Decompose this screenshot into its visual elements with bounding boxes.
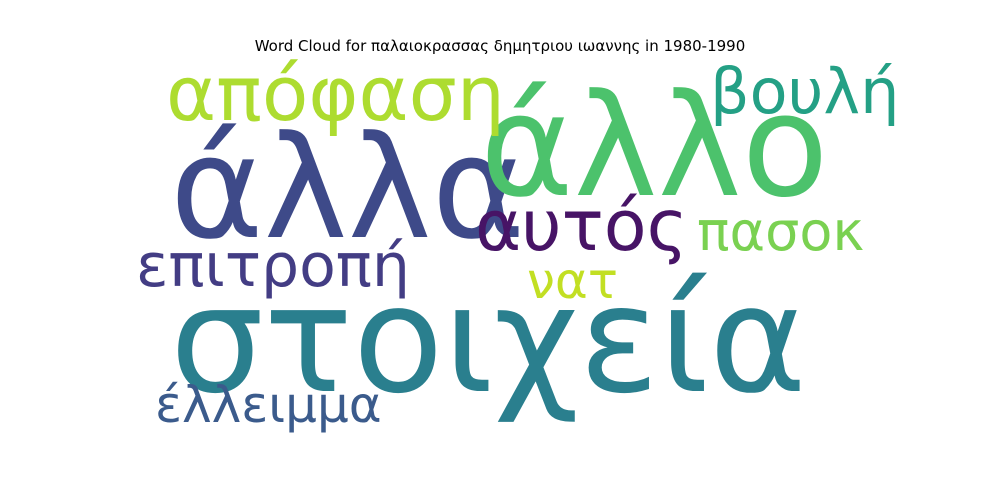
- word-alla: άλλα: [170, 106, 526, 271]
- word-aftos: αυτός: [475, 185, 688, 267]
- word-epitropi: επιτροπή: [136, 231, 410, 301]
- word-vouli: βουλή: [710, 55, 900, 128]
- word-stoixeia: στοιχεία: [170, 254, 807, 426]
- word-elleimma: έλλειμμα: [155, 376, 382, 434]
- word-allo: άλλο: [480, 64, 829, 229]
- word-nat: νατ: [527, 252, 618, 310]
- word-pasok: πασοκ: [697, 200, 865, 263]
- chart-title: Word Cloud for παλαιοκρασσας δημητριου ι…: [254, 37, 746, 55]
- word-apofasi: απόφαση: [166, 49, 505, 138]
